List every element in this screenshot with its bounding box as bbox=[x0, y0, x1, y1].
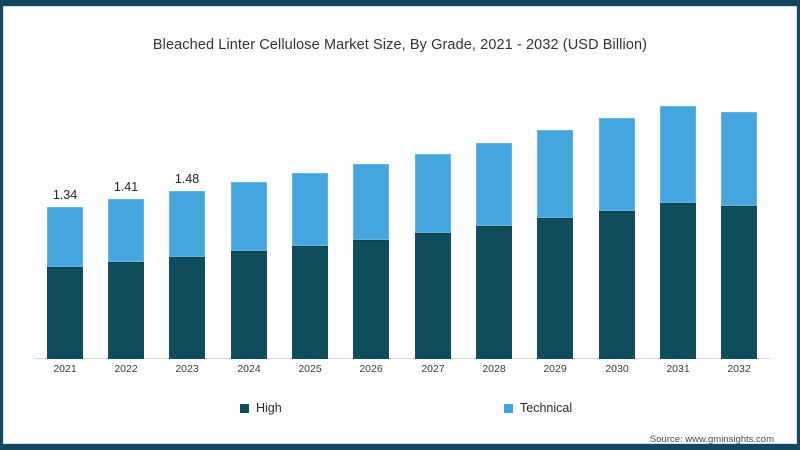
bar-value-label: 1.41 bbox=[113, 180, 139, 195]
x-axis-tick-2029: 2029 bbox=[543, 363, 567, 375]
bar-segment-technical bbox=[108, 199, 144, 262]
bar-segment-technical bbox=[231, 182, 267, 252]
bar-segment-technical bbox=[292, 173, 328, 246]
chart-legend: High Technical bbox=[4, 401, 796, 423]
bar-segment-technical bbox=[537, 130, 573, 219]
bar-segment-technical bbox=[47, 207, 83, 268]
bar-segment-high bbox=[292, 245, 328, 359]
bar-segment-technical bbox=[660, 106, 696, 203]
legend-label: Technical bbox=[520, 401, 573, 415]
chart-title: Bleached Linter Cellulose Market Size, B… bbox=[152, 37, 648, 53]
bar-segment-high bbox=[537, 218, 573, 359]
bar-group: 1.48 bbox=[169, 172, 205, 359]
bar-segment-high bbox=[231, 251, 267, 359]
x-axis-tick-2021: 2021 bbox=[53, 363, 77, 375]
x-axis-tick-2032: 2032 bbox=[727, 363, 751, 375]
bar-group bbox=[476, 142, 512, 359]
bar-segment-technical bbox=[599, 117, 635, 211]
legend-swatch-icon bbox=[240, 403, 249, 413]
legend-swatch-icon bbox=[504, 403, 513, 413]
bar-segment-high bbox=[47, 267, 83, 359]
bar-segment-technical bbox=[169, 191, 205, 257]
bar-segment-high bbox=[721, 206, 757, 359]
legend-item-technical[interactable]: Technical bbox=[504, 401, 572, 415]
legend-label: High bbox=[256, 401, 282, 415]
x-axis-tick-2030: 2030 bbox=[605, 363, 629, 375]
bar-segment-high bbox=[108, 261, 144, 359]
bar-segment-technical bbox=[476, 142, 512, 227]
x-axis-tick-2026: 2026 bbox=[359, 363, 383, 375]
bar-segment-high bbox=[599, 210, 635, 359]
bar-group bbox=[537, 130, 573, 359]
x-axis-tick-2022: 2022 bbox=[114, 363, 138, 375]
bar-group bbox=[599, 117, 635, 359]
bar-group bbox=[415, 153, 451, 359]
bar-group: 1.41 bbox=[108, 180, 144, 359]
bar-group: 1.34 bbox=[47, 188, 83, 359]
bar-segment-technical bbox=[721, 111, 757, 206]
x-axis-tick-2023: 2023 bbox=[175, 363, 199, 375]
bar-segment-technical bbox=[353, 164, 389, 240]
bar-segment-high bbox=[415, 233, 451, 359]
x-axis-tick-2024: 2024 bbox=[237, 363, 261, 375]
source-attribution: Source: www.gminsights.com bbox=[649, 434, 774, 445]
x-axis-tick-2031: 2031 bbox=[666, 363, 690, 375]
x-axis-tick-2028: 2028 bbox=[482, 363, 506, 375]
bar-segment-high bbox=[169, 257, 205, 359]
bar-segment-high bbox=[476, 226, 512, 359]
bar-value-label: 1.48 bbox=[174, 172, 200, 187]
bar-group bbox=[231, 182, 267, 359]
chart-canvas: Bleached Linter Cellulose Market Size, B… bbox=[3, 6, 797, 445]
bar-segment-technical bbox=[415, 153, 451, 234]
legend-item-high[interactable]: High bbox=[240, 401, 282, 415]
x-axis-tick-2027: 2027 bbox=[421, 363, 445, 375]
bar-segment-high bbox=[660, 202, 696, 359]
plot-area: 1.34 1.41 1.48 bbox=[34, 87, 770, 359]
bar-value-label: 1.34 bbox=[52, 188, 78, 203]
x-axis-tick-labels: 2021 2022 2023 2024 2025 2026 2027 2028 2029 2030… bbox=[34, 363, 770, 383]
bar-group bbox=[353, 164, 389, 359]
bar-group bbox=[660, 106, 696, 359]
bar-group bbox=[292, 173, 328, 359]
bar-segment-high bbox=[353, 240, 389, 359]
x-axis-tick-2025: 2025 bbox=[298, 363, 322, 375]
x-axis-line bbox=[34, 358, 770, 359]
bar-group bbox=[721, 111, 757, 359]
